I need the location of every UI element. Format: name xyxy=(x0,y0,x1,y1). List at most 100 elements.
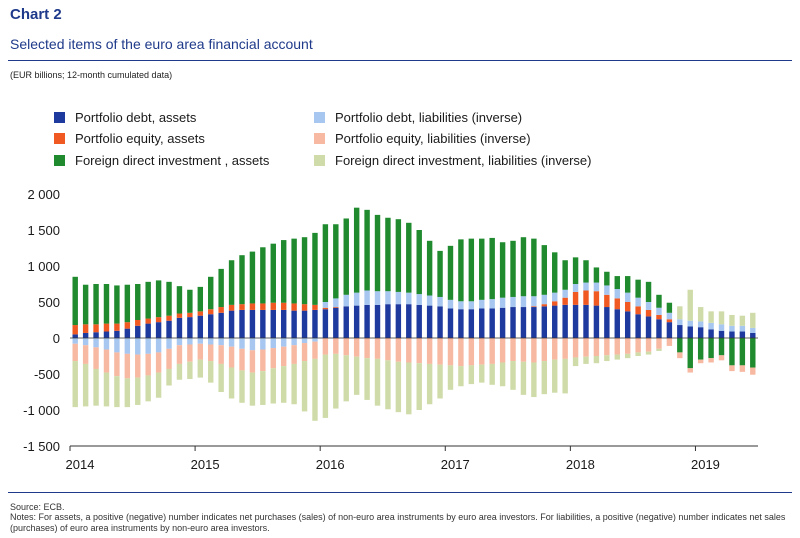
bar-pd-liab xyxy=(677,319,683,326)
bar-fdi-liab xyxy=(270,368,276,404)
bar-pd-assets xyxy=(385,304,391,338)
bar-pe-liab xyxy=(353,338,360,357)
bar-pe-liab xyxy=(426,338,433,364)
bar-pd-assets xyxy=(541,306,548,338)
bar-pd-assets xyxy=(635,314,641,338)
bar-pe-liab xyxy=(437,338,443,365)
bar-fdi-liab xyxy=(645,351,652,355)
bar-pe-assets xyxy=(260,303,266,310)
bar-fdi-liab xyxy=(301,361,308,412)
bar-fdi-assets xyxy=(312,232,318,305)
bar-fdi-assets xyxy=(437,250,443,297)
bar-pd-assets xyxy=(114,330,120,338)
bar-pe-assets xyxy=(531,306,537,308)
bar-pd-liab xyxy=(260,338,266,350)
x-tick-label: 2016 xyxy=(316,457,345,472)
bar-pd-liab xyxy=(103,338,110,350)
bar-fdi-assets xyxy=(572,257,579,284)
y-tick-label: -1 000 xyxy=(23,403,60,418)
bar-pd-assets xyxy=(208,314,214,338)
bar-pd-liab xyxy=(572,284,579,292)
bar-fdi-assets xyxy=(166,281,172,316)
bar-pd-liab xyxy=(416,294,422,305)
bar-pd-assets xyxy=(374,304,381,338)
bar-pe-liab xyxy=(333,338,339,354)
bar-pd-assets xyxy=(364,304,370,338)
bar-fdi-assets xyxy=(697,338,704,360)
legend-item-portfolio-equity-liabilities: Portfolio equity, liabilities (inverse) xyxy=(314,131,531,146)
bar-pe-liab xyxy=(114,352,120,377)
legend-label: Foreign direct investment , assets xyxy=(75,153,270,168)
bar-pd-liab xyxy=(583,282,589,291)
bar-pe-liab xyxy=(552,338,558,360)
bar-pd-assets xyxy=(322,309,329,338)
bar-pd-assets xyxy=(593,305,600,338)
bar-pe-liab xyxy=(510,338,516,362)
bar-fdi-assets xyxy=(479,238,485,300)
bar-fdi-assets xyxy=(72,276,78,326)
bar-fdi-assets xyxy=(208,276,214,310)
bar-fdi-assets xyxy=(499,242,506,298)
bar-pe-liab xyxy=(656,338,662,349)
bar-pd-liab xyxy=(208,338,214,345)
bar-pd-liab xyxy=(604,285,610,295)
bar-fdi-assets xyxy=(395,219,402,292)
legend-swatch xyxy=(314,112,325,123)
bar-fdi-liab xyxy=(426,363,433,405)
chart-number: Chart 2 xyxy=(10,6,62,23)
bar-pe-assets xyxy=(593,291,600,306)
bar-pe-liab xyxy=(531,338,537,363)
bar-pe-liab xyxy=(677,352,683,359)
bar-fdi-liab xyxy=(739,315,746,326)
bar-fdi-assets xyxy=(562,260,568,290)
bar-fdi-assets xyxy=(82,284,89,325)
bar-pe-liab xyxy=(374,338,381,359)
bar-pd-assets xyxy=(645,316,652,338)
bar-fdi-liab xyxy=(750,312,756,328)
bar-fdi-liab xyxy=(708,311,714,323)
bar-pe-liab xyxy=(489,338,495,364)
bar-pd-liab xyxy=(499,297,506,308)
bar-pe-assets xyxy=(270,302,276,310)
bar-fdi-liab xyxy=(677,306,683,320)
bar-pd-assets xyxy=(176,317,183,338)
bar-pe-assets xyxy=(562,297,568,305)
bar-pd-assets xyxy=(72,334,78,338)
bar-fdi-liab xyxy=(656,348,662,351)
bar-pd-assets xyxy=(531,307,537,338)
bar-pe-assets xyxy=(604,294,610,308)
bar-pd-liab xyxy=(93,338,99,348)
bar-fdi-liab xyxy=(353,356,360,395)
bar-pd-liab xyxy=(72,338,78,344)
bar-pd-liab xyxy=(218,338,224,346)
bar-fdi-liab xyxy=(583,356,589,364)
y-tick-label: -1 500 xyxy=(23,439,60,454)
bar-fdi-assets xyxy=(739,338,746,366)
bar-fdi-assets xyxy=(635,279,641,298)
bar-pd-liab xyxy=(447,299,454,309)
bar-pd-assets xyxy=(739,331,746,338)
header-rule xyxy=(8,60,792,61)
bar-pd-liab xyxy=(270,338,276,349)
bar-pe-liab xyxy=(739,365,746,372)
bar-pe-assets xyxy=(239,304,245,310)
bar-fdi-liab xyxy=(697,307,704,322)
bar-pe-liab xyxy=(458,338,464,367)
legend-item-fdi-liabilities: Foreign direct investment, liabilities (… xyxy=(314,153,591,168)
bar-fdi-liab xyxy=(291,363,297,405)
bar-pd-liab xyxy=(739,325,746,332)
bar-fdi-assets xyxy=(604,271,610,286)
bar-fdi-assets xyxy=(406,222,412,293)
bar-pd-liab xyxy=(645,302,652,310)
bar-fdi-assets xyxy=(103,284,110,324)
legend-swatch xyxy=(54,155,65,166)
bar-fdi-assets xyxy=(708,338,714,359)
legend-item-portfolio-debt-liabilities: Portfolio debt, liabilities (inverse) xyxy=(314,110,522,125)
bar-fdi-liab xyxy=(385,360,391,410)
bar-fdi-assets xyxy=(124,284,131,323)
bar-pe-liab xyxy=(187,344,193,362)
bar-pd-liab xyxy=(343,294,349,307)
bar-pe-liab xyxy=(176,345,183,364)
bar-fdi-liab xyxy=(614,354,620,360)
bar-pd-liab xyxy=(614,289,620,299)
